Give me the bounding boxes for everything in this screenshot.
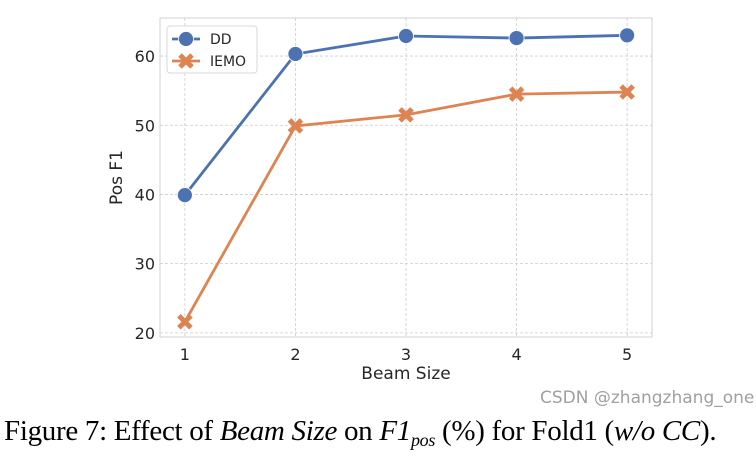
caption-prefix: Figure 7: Effect of: [4, 415, 220, 447]
legend-label-dd: DD: [210, 32, 232, 48]
line-chart: 1 2 3 4 5 20 30 40 50 60 Beam Size Pos F1 DD IEMO: [107, 17, 653, 384]
caption-f1: F1: [379, 415, 411, 447]
data-point-iemo: [287, 118, 304, 134]
y-tick-label: 20: [135, 324, 155, 343]
x-tick-label: 5: [622, 345, 632, 364]
data-point-iemo: [508, 86, 525, 102]
watermark: CSDN @zhangzhang_one: [540, 388, 755, 408]
x-tick-label: 2: [290, 345, 300, 364]
caption-end: ).: [699, 415, 717, 447]
data-point-dd: [398, 28, 414, 44]
data-point-iemo: [619, 84, 635, 100]
y-tick-label: 50: [135, 116, 155, 135]
caption-suffix: (%) for Fold1 (: [435, 415, 614, 447]
caption-italic-wo-cc: w/o CC: [613, 415, 700, 447]
legend-marker-iemo: [178, 53, 194, 69]
data-point-dd: [619, 27, 636, 44]
data-point-iemo: [398, 107, 414, 123]
y-tick-label: 40: [135, 185, 155, 204]
x-tick-label: 4: [511, 345, 521, 364]
caption-mid: on: [337, 415, 380, 447]
data-point-dd: [287, 46, 304, 62]
data-point-iemo: [177, 314, 193, 330]
caption-subscript: pos: [410, 430, 436, 450]
figure-caption: Figure 7: Effect of Beam Size on F1pos (…: [4, 414, 717, 450]
data-point-dd: [176, 187, 193, 204]
y-axis-label: Pos F1: [107, 150, 127, 205]
y-tick-label: 60: [135, 47, 155, 66]
caption-italic-beam-size: Beam Size: [219, 415, 338, 447]
x-axis-label: Beam Size: [361, 364, 450, 384]
data-point-dd: [508, 30, 525, 46]
legend-marker-dd: [178, 31, 194, 47]
y-tick-label: 30: [135, 255, 155, 274]
x-tick-label: 3: [401, 345, 411, 364]
legend-label-iemo: IEMO: [210, 54, 246, 70]
x-tick-label: 1: [180, 345, 190, 364]
